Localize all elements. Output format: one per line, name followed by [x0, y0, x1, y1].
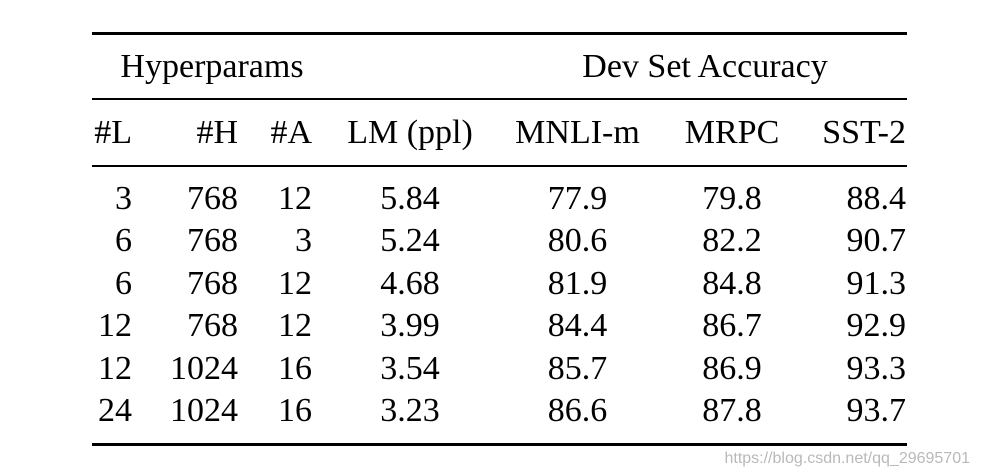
- table-cell: 24: [98, 392, 132, 429]
- table-cell: 91.3: [846, 265, 907, 302]
- column-header-hidden-size: #H: [196, 114, 238, 151]
- table-cell: 3.23: [380, 392, 440, 429]
- column-header-mrpc: MRPC: [684, 114, 780, 151]
- table-cell: 80.6: [547, 222, 608, 259]
- table-cell: 88.4: [846, 180, 907, 217]
- column-header-sst-2: SST-2: [822, 114, 906, 151]
- top-rule: [92, 32, 907, 35]
- table-cell: 3.54: [380, 350, 440, 387]
- table-cell: 84.8: [702, 265, 762, 302]
- column-header-attention-heads: #A: [270, 114, 312, 151]
- body-rule: [92, 165, 907, 167]
- table-cell: 768: [187, 222, 238, 259]
- bottom-rule: [92, 443, 907, 446]
- table-cell: 3: [295, 222, 312, 259]
- table-cell: 768: [187, 307, 238, 344]
- table-cell: 12: [278, 180, 312, 217]
- column-header-mnli-m: MNLI-m: [515, 114, 640, 151]
- group-header-dev-set-accuracy: Dev Set Accuracy: [582, 48, 828, 85]
- table-cell: 87.8: [702, 392, 762, 429]
- table-cell: 12: [98, 307, 132, 344]
- table-cell: 86.7: [702, 307, 762, 344]
- table-cell: 5.84: [380, 180, 440, 217]
- table-cell: 1024: [170, 392, 238, 429]
- table-cell: 86.6: [547, 392, 608, 429]
- table-cell: 90.7: [846, 222, 907, 259]
- table-cell: 5.24: [380, 222, 440, 259]
- table-cell: 81.9: [547, 265, 608, 302]
- table-cell: 93.3: [846, 350, 907, 387]
- table-cell: 6: [115, 222, 132, 259]
- table-cell: 3.99: [380, 307, 440, 344]
- table-cell: 768: [187, 265, 238, 302]
- table-cell: 4.68: [380, 265, 440, 302]
- table-cell: 768: [187, 180, 238, 217]
- column-header-layers: #L: [94, 114, 132, 151]
- table-cell: 84.4: [547, 307, 608, 344]
- table-cell: 12: [278, 265, 312, 302]
- table-cell: 16: [278, 350, 312, 387]
- table-cell: 85.7: [547, 350, 608, 387]
- table-cell: 86.9: [702, 350, 762, 387]
- table-cell: 6: [115, 265, 132, 302]
- table-cell: 77.9: [547, 180, 608, 217]
- table-cell: 1024: [170, 350, 238, 387]
- table-cell: 92.9: [846, 307, 907, 344]
- table-cell: 16: [278, 392, 312, 429]
- group-header-hyperparams: Hyperparams: [120, 48, 304, 85]
- table-cell: 93.7: [846, 392, 907, 429]
- table-cell: 12: [98, 350, 132, 387]
- table-cell: 12: [278, 307, 312, 344]
- table-cell: 79.8: [702, 180, 762, 217]
- column-header-lm-ppl: LM (ppl): [347, 114, 473, 151]
- watermark-text: https://blog.csdn.net/qq_29695701: [724, 450, 970, 467]
- table-cell: 82.2: [702, 222, 762, 259]
- header-rule: [92, 98, 907, 100]
- table-cell: 3: [115, 180, 132, 217]
